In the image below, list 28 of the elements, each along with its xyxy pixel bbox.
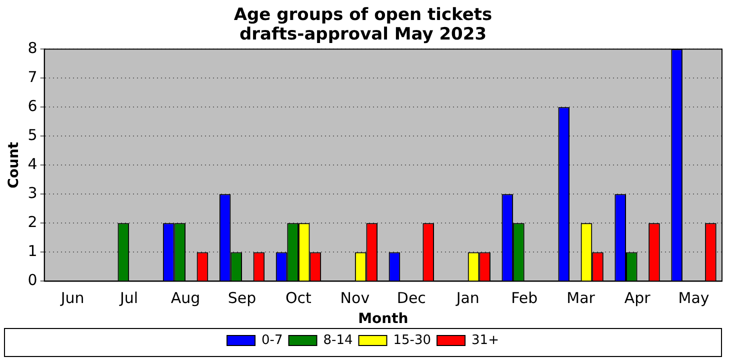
y-tick-label: 0: [28, 271, 38, 290]
x-axis-title: Month: [358, 311, 408, 328]
y-tick-label: 5: [28, 126, 38, 144]
legend-label: 15-30: [393, 332, 432, 348]
x-tick-label: Jun: [60, 289, 84, 308]
y-tick-label: 8: [28, 38, 38, 57]
y-tick-label: 1: [28, 242, 38, 260]
x-tick-label: Apr: [624, 289, 652, 308]
y-tick-label: 2: [28, 213, 38, 232]
y-tick-label: 6: [28, 97, 38, 116]
x-tick-label: Jul: [118, 289, 138, 308]
legend-label: 8-14: [323, 332, 353, 348]
chart-title: Age groups of open tickets drafts-approval May 2023: [234, 5, 492, 45]
x-tick-label: Dec: [396, 289, 426, 308]
y-tick-label: 3: [28, 184, 38, 202]
x-tick-label: Feb: [511, 289, 538, 308]
y-axis-title: Count: [6, 142, 22, 188]
x-tick-label: Sep: [228, 289, 256, 308]
legend-label: 0-7: [262, 332, 283, 348]
y-tick-label: 4: [28, 155, 38, 174]
x-tick-label: Nov: [340, 289, 370, 308]
x-tick-label: Jan: [455, 289, 480, 308]
y-tick-label: 7: [28, 68, 38, 86]
x-tick-label: Oct: [285, 289, 312, 308]
x-tick-label: Mar: [566, 289, 596, 308]
x-tick-label: May: [678, 289, 710, 308]
legend-label: 31+: [472, 332, 499, 348]
x-tick-label: Aug: [170, 289, 200, 308]
